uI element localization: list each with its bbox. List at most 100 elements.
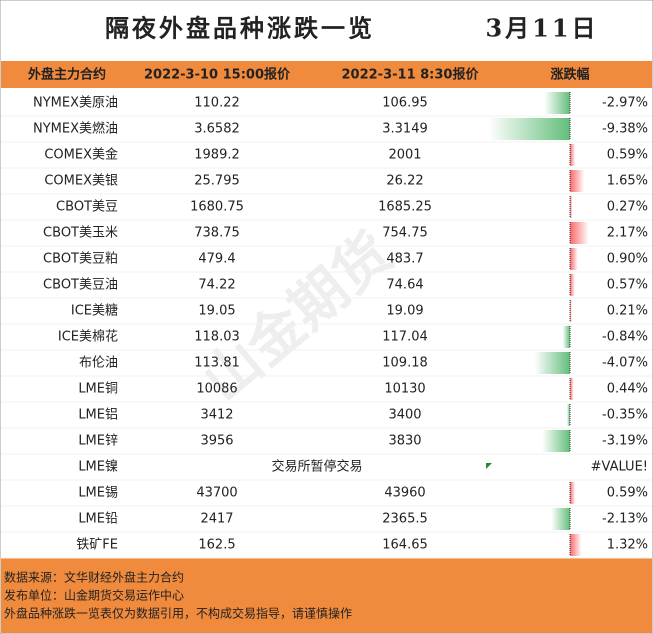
data-bar bbox=[566, 404, 570, 426]
prev-price: 118.03 bbox=[194, 330, 240, 345]
curr-price: 164.65 bbox=[382, 538, 428, 553]
change-label: -0.35% bbox=[602, 408, 648, 423]
change-label: 0.21% bbox=[607, 304, 648, 319]
data-bar bbox=[570, 300, 572, 322]
change-label: -0.84% bbox=[602, 330, 648, 345]
data-bar bbox=[570, 274, 575, 296]
prev-price: 479.4 bbox=[198, 252, 235, 267]
data-bar bbox=[551, 508, 570, 530]
footer-band bbox=[1, 558, 652, 633]
change-label: 1.32% bbox=[607, 538, 648, 553]
instrument-name: COMEX美银 bbox=[44, 174, 118, 189]
data-bar bbox=[570, 196, 573, 218]
curr-price: 109.18 bbox=[382, 356, 428, 371]
curr-price: 2001 bbox=[388, 148, 421, 163]
instrument-name: 布伦油 bbox=[79, 356, 118, 371]
data-bar bbox=[570, 482, 576, 504]
title: 隔夜外盘品种涨跌一览 bbox=[105, 14, 375, 43]
data-bar bbox=[562, 326, 570, 348]
change-label: -3.19% bbox=[602, 434, 648, 449]
change-label: 0.27% bbox=[607, 200, 648, 215]
change-label: 1.65% bbox=[607, 174, 648, 189]
data-bar bbox=[570, 248, 578, 270]
data-bar bbox=[570, 378, 574, 400]
column-header: 2022-3-11 8:30报价 bbox=[342, 68, 480, 83]
curr-price: 117.04 bbox=[382, 330, 428, 345]
data-bar bbox=[570, 222, 589, 244]
prev-price: 3412 bbox=[200, 408, 233, 423]
curr-price: 19.09 bbox=[386, 304, 423, 319]
data-bar bbox=[488, 118, 570, 140]
curr-price: 74.64 bbox=[386, 278, 423, 293]
data-bar bbox=[570, 170, 585, 192]
instrument-name: 铁矿FE bbox=[76, 538, 118, 553]
instrument-name: ICE美糖 bbox=[71, 303, 118, 319]
change-label: 0.59% bbox=[607, 486, 648, 501]
change-label: #VALUE! bbox=[591, 460, 648, 475]
change-label: -2.13% bbox=[602, 512, 648, 527]
prev-price: 2417 bbox=[200, 512, 233, 527]
data-bar bbox=[570, 534, 582, 556]
data-bar bbox=[570, 144, 576, 166]
change-label: 0.90% bbox=[607, 252, 648, 267]
prev-price: 110.22 bbox=[194, 96, 240, 111]
change-label: 0.57% bbox=[607, 278, 648, 293]
instrument-name: NYMEX美燃油 bbox=[33, 121, 118, 137]
data-bar bbox=[534, 352, 570, 374]
prev-price: 74.22 bbox=[198, 278, 235, 293]
instrument-name: ICE美棉花 bbox=[58, 329, 118, 345]
column-header: 涨跌幅 bbox=[549, 67, 589, 83]
prev-price: 10086 bbox=[196, 382, 237, 397]
curr-price: 2365.5 bbox=[382, 512, 428, 527]
change-label: -9.38% bbox=[602, 122, 648, 137]
prev-price: 25.795 bbox=[194, 174, 240, 189]
instrument-name: LME铅 bbox=[78, 512, 118, 527]
curr-price: 26.22 bbox=[386, 174, 423, 189]
change-label: -4.07% bbox=[602, 356, 648, 371]
column-header: 2022-3-10 15:00报价 bbox=[144, 68, 291, 83]
prev-price: 1680.75 bbox=[190, 200, 244, 215]
curr-price: 10130 bbox=[384, 382, 425, 397]
curr-price: 3.3149 bbox=[382, 122, 428, 137]
instrument-name: LME锌 bbox=[78, 434, 118, 449]
prev-price: 738.75 bbox=[194, 226, 240, 241]
instrument-name: LME铝 bbox=[78, 408, 118, 423]
curr-price: 43960 bbox=[384, 486, 425, 501]
error-indicator bbox=[486, 463, 492, 469]
instrument-name: NYMEX美原油 bbox=[33, 96, 118, 111]
prev-price: 162.5 bbox=[198, 538, 235, 553]
instrument-name: LME铜 bbox=[78, 382, 118, 397]
footer-line: 外盘品种涨跌一览表仅为数据引用，不构成交易指导，请谨慎操作 bbox=[4, 606, 352, 621]
instrument-name: CBOT美玉米 bbox=[43, 226, 118, 241]
instrument-name: CBOT美豆油 bbox=[43, 278, 118, 293]
data-bar bbox=[542, 430, 570, 452]
curr-price: 1685.25 bbox=[378, 200, 432, 215]
change-label: 0.44% bbox=[607, 382, 648, 397]
instrument-name: CBOT美豆粕 bbox=[43, 252, 118, 267]
instrument-name: LME镍 bbox=[78, 460, 118, 475]
curr-price: 3400 bbox=[388, 408, 421, 423]
header-row bbox=[1, 61, 652, 88]
column-header: 外盘主力合约 bbox=[27, 67, 106, 83]
instrument-name: CBOT美豆 bbox=[56, 200, 118, 215]
change-label: 2.17% bbox=[607, 226, 648, 241]
prev-price: 19.05 bbox=[198, 304, 235, 319]
prev-price: 3.6582 bbox=[194, 122, 240, 137]
date: 3月11日 bbox=[485, 14, 598, 43]
footer-line: 数据来源：文华财经外盘主力合约 bbox=[4, 570, 184, 585]
curr-price: 754.75 bbox=[382, 226, 428, 241]
instrument-name: COMEX美金 bbox=[44, 147, 118, 163]
footer-line: 发布单位：山金期货交易运作中心 bbox=[4, 588, 184, 603]
change-label: 0.59% bbox=[607, 148, 648, 163]
data-bar bbox=[544, 92, 570, 114]
curr-price: 3830 bbox=[388, 434, 421, 449]
instrument-name: LME锡 bbox=[78, 486, 118, 501]
change-label: -2.97% bbox=[602, 96, 648, 111]
curr-price: 483.7 bbox=[386, 252, 423, 267]
prev-price: 113.81 bbox=[194, 356, 240, 371]
note: 交易所暂停交易 bbox=[271, 459, 362, 475]
prev-price: 1989.2 bbox=[194, 148, 240, 163]
prev-price: 3956 bbox=[200, 434, 233, 449]
prev-price: 43700 bbox=[196, 486, 237, 501]
